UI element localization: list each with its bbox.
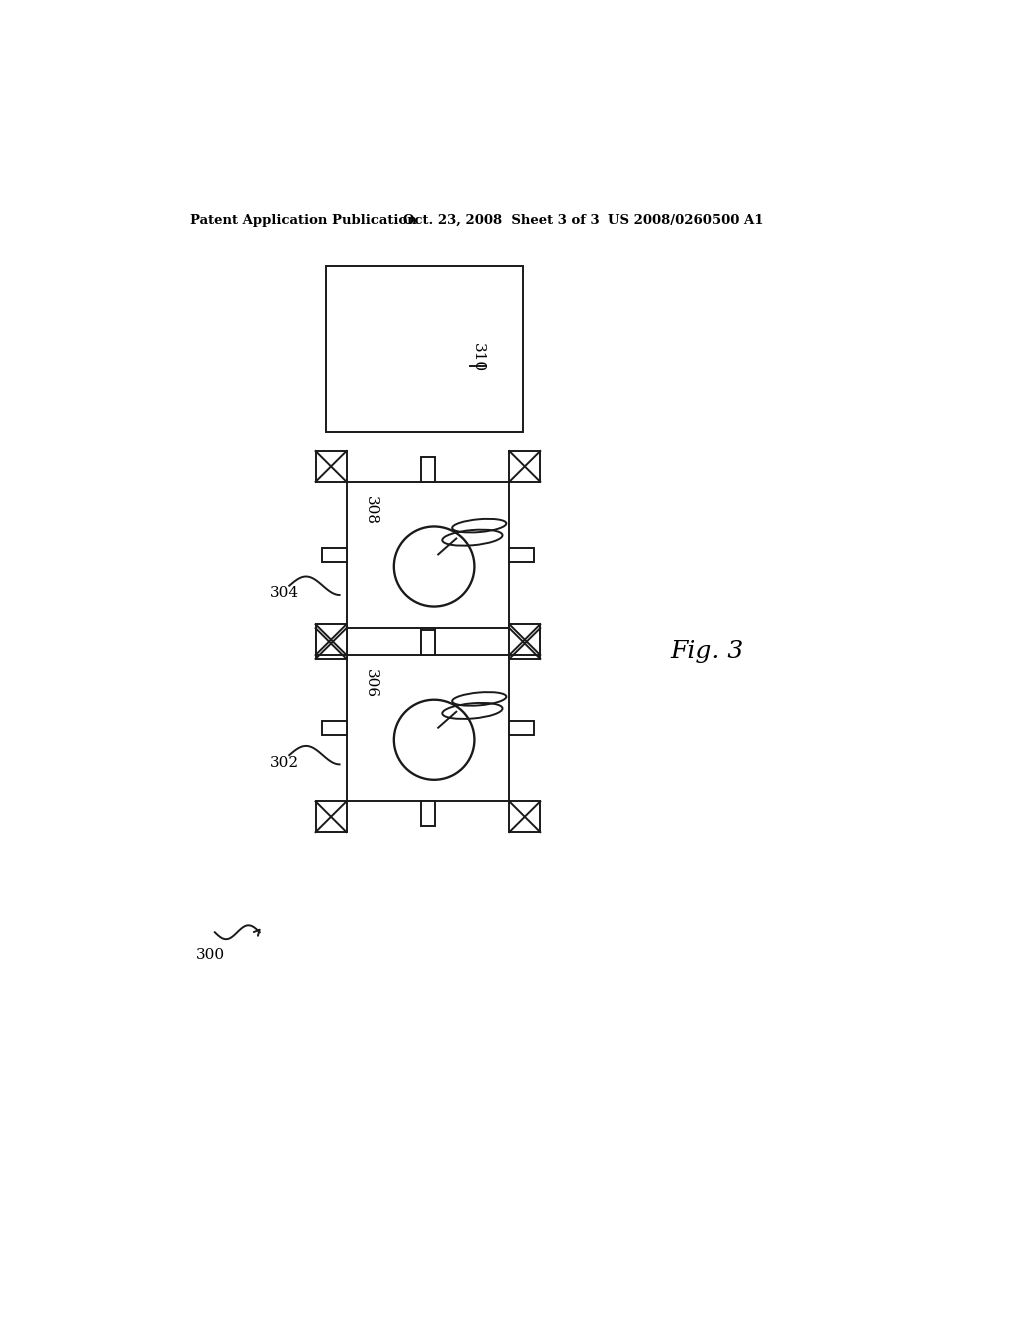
Bar bbox=[421, 801, 435, 826]
Bar bbox=[421, 631, 435, 655]
Bar bbox=[421, 457, 435, 482]
Text: Patent Application Publication: Patent Application Publication bbox=[190, 214, 417, 227]
Bar bbox=[346, 655, 509, 801]
Bar bbox=[315, 451, 346, 482]
Text: 304: 304 bbox=[270, 586, 299, 601]
Bar bbox=[509, 628, 541, 659]
Bar bbox=[509, 721, 535, 735]
Text: 300: 300 bbox=[197, 948, 225, 962]
Text: 306: 306 bbox=[364, 669, 378, 698]
Bar bbox=[315, 801, 346, 832]
Bar bbox=[509, 624, 541, 655]
Text: US 2008/0260500 A1: US 2008/0260500 A1 bbox=[608, 214, 764, 227]
Bar bbox=[322, 548, 346, 562]
Bar bbox=[326, 267, 523, 432]
Bar bbox=[509, 548, 535, 562]
Bar bbox=[346, 482, 509, 628]
Text: Fig. 3: Fig. 3 bbox=[671, 640, 743, 663]
Bar bbox=[322, 721, 346, 735]
Bar bbox=[315, 628, 346, 659]
Text: 310: 310 bbox=[471, 343, 484, 372]
Text: 308: 308 bbox=[364, 496, 378, 524]
Text: Oct. 23, 2008  Sheet 3 of 3: Oct. 23, 2008 Sheet 3 of 3 bbox=[403, 214, 600, 227]
Bar bbox=[421, 628, 435, 653]
Bar bbox=[315, 624, 346, 655]
Text: 302: 302 bbox=[270, 756, 299, 770]
Bar bbox=[509, 451, 541, 482]
Bar bbox=[509, 801, 541, 832]
